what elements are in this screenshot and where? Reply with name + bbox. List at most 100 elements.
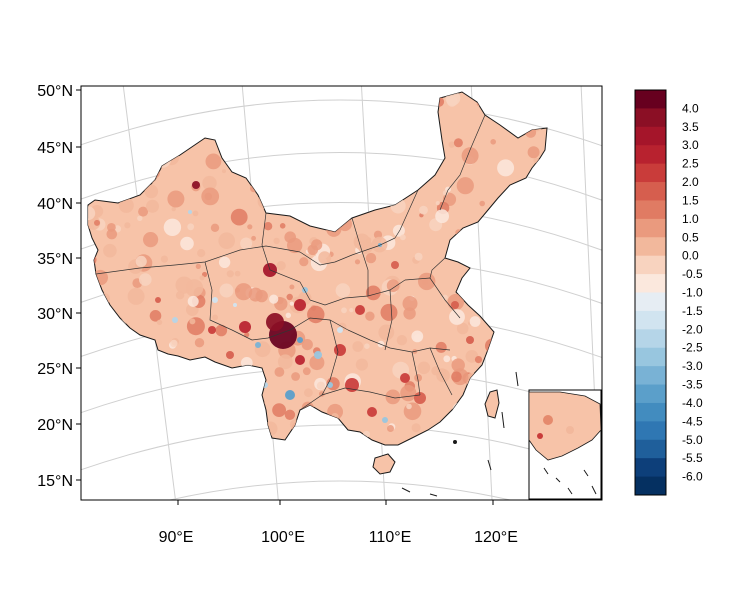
anomaly-cell xyxy=(291,372,300,381)
anomaly-cell xyxy=(419,205,428,215)
anomaly-cell xyxy=(490,139,497,145)
anomaly-cell xyxy=(442,190,449,196)
colorbar-label: 1.5 xyxy=(682,193,699,207)
colorbar-swatch xyxy=(635,182,666,201)
anomaly-cell xyxy=(146,199,159,213)
anomaly-cell xyxy=(263,222,273,231)
anomaly-cell xyxy=(479,200,486,207)
anomaly-cell xyxy=(318,251,332,265)
anomaly-cell xyxy=(139,273,152,286)
anomaly-cell xyxy=(103,243,117,258)
anomaly-cell xyxy=(171,206,176,212)
anomaly-hotspot xyxy=(391,261,399,269)
colorbar-swatch xyxy=(635,421,666,441)
anomaly-cell xyxy=(406,403,412,410)
axis-ticks xyxy=(76,89,494,505)
colorbar-swatch xyxy=(635,347,666,367)
anomaly-hotspot xyxy=(400,373,410,383)
colorbar-swatch xyxy=(635,145,666,165)
anomaly-hotspot xyxy=(208,326,216,334)
anomaly-cell xyxy=(219,283,234,298)
anomaly-cell xyxy=(414,374,422,382)
colorbar-label: -4.5 xyxy=(682,414,703,428)
colorbar-swatch xyxy=(635,292,666,312)
anomaly-cell xyxy=(364,343,370,350)
colorbar-swatch xyxy=(635,237,666,257)
anomaly-cell xyxy=(251,235,256,241)
anomaly-cell xyxy=(205,153,222,170)
anomaly-cell xyxy=(341,307,347,314)
anomaly-hotspot xyxy=(451,301,459,309)
anomaly-cell xyxy=(197,249,206,258)
lat-label-30: 30°N xyxy=(37,306,73,323)
colorbar-swatch xyxy=(635,108,666,128)
anomaly-cell xyxy=(247,224,253,230)
anomaly-cell xyxy=(411,330,424,343)
anomaly-cell xyxy=(235,287,240,293)
anomaly-cell xyxy=(474,356,483,364)
anomaly-cell xyxy=(135,255,147,267)
colorbar-labels: 4.0 3.5 3.0 2.5 2.0 1.5 1.0 0.5 0.0 -0.5 -1.0 -1.5 -… xyxy=(682,101,703,483)
lat-label-45: 45°N xyxy=(37,140,73,157)
lat-label-35: 35°N xyxy=(37,251,73,268)
anomaly-cell xyxy=(149,310,162,322)
anomaly-cell xyxy=(403,402,422,421)
anomaly-coolspot xyxy=(212,297,218,303)
anomaly-cell xyxy=(469,316,481,327)
anomaly-hotspot xyxy=(355,305,365,315)
anomaly-cell xyxy=(127,287,145,305)
anomaly-cell xyxy=(442,294,448,301)
anomaly-cell xyxy=(180,236,194,251)
anomaly-coolspot xyxy=(255,342,261,348)
colorbar-swatch xyxy=(635,329,666,349)
colorbar-swatch xyxy=(635,402,666,422)
anomaly-cell xyxy=(235,283,253,301)
colorbar-label: -0.5 xyxy=(682,267,703,281)
anomaly-hotspot xyxy=(295,355,305,365)
colorbar-label: -6.0 xyxy=(682,470,703,484)
anomaly-cell xyxy=(240,237,253,250)
lon-label-120: 120°E xyxy=(474,529,518,546)
anomaly-cell xyxy=(309,355,325,371)
anomaly-cell xyxy=(301,339,313,351)
anomaly-cell xyxy=(299,257,309,267)
lon-label-100: 100°E xyxy=(261,529,305,546)
anomaly-cell xyxy=(287,237,303,254)
anomaly-coolspot xyxy=(172,317,178,323)
anomaly-cell xyxy=(400,234,406,241)
anomaly-cell xyxy=(435,201,440,206)
anomaly-cell xyxy=(448,141,455,148)
anomaly-cell xyxy=(163,218,182,236)
lat-label-20: 20°N xyxy=(37,417,73,434)
colorbar-label: -2.0 xyxy=(682,322,703,336)
colorbar-swatches xyxy=(635,90,666,496)
anomaly-cell xyxy=(355,358,368,371)
anomaly-coolspot xyxy=(297,337,303,343)
anomaly-cell xyxy=(124,222,131,229)
anomaly-cell xyxy=(192,210,199,217)
anomaly-cell xyxy=(411,423,421,433)
anomaly-cell xyxy=(316,381,325,390)
anomaly-cell xyxy=(435,209,449,224)
anomaly-cell xyxy=(218,232,235,249)
colorbar-swatch xyxy=(635,218,666,238)
province-boundaries xyxy=(95,114,486,411)
anomaly-hotspot xyxy=(239,321,251,333)
colorbar-swatch xyxy=(635,310,666,330)
anomaly-cell xyxy=(273,237,280,245)
anomaly-cell xyxy=(226,270,234,278)
colorbar-label: 1.0 xyxy=(682,212,699,226)
anomaly-cell xyxy=(451,371,462,383)
anomaly-cell xyxy=(349,308,354,313)
anomaly-cell xyxy=(88,206,96,221)
anomaly-cell xyxy=(386,279,400,293)
anomaly-cell xyxy=(449,309,465,325)
anomaly-cell xyxy=(244,332,250,338)
anomaly-coolspot xyxy=(327,382,333,388)
colorbar-swatch xyxy=(635,200,666,220)
anomaly-cell xyxy=(307,305,325,324)
colorbar-swatch xyxy=(635,126,666,146)
anomaly-cell xyxy=(186,317,205,336)
colorbar-label: -3.0 xyxy=(682,359,703,373)
anomaly-cell xyxy=(187,295,199,307)
